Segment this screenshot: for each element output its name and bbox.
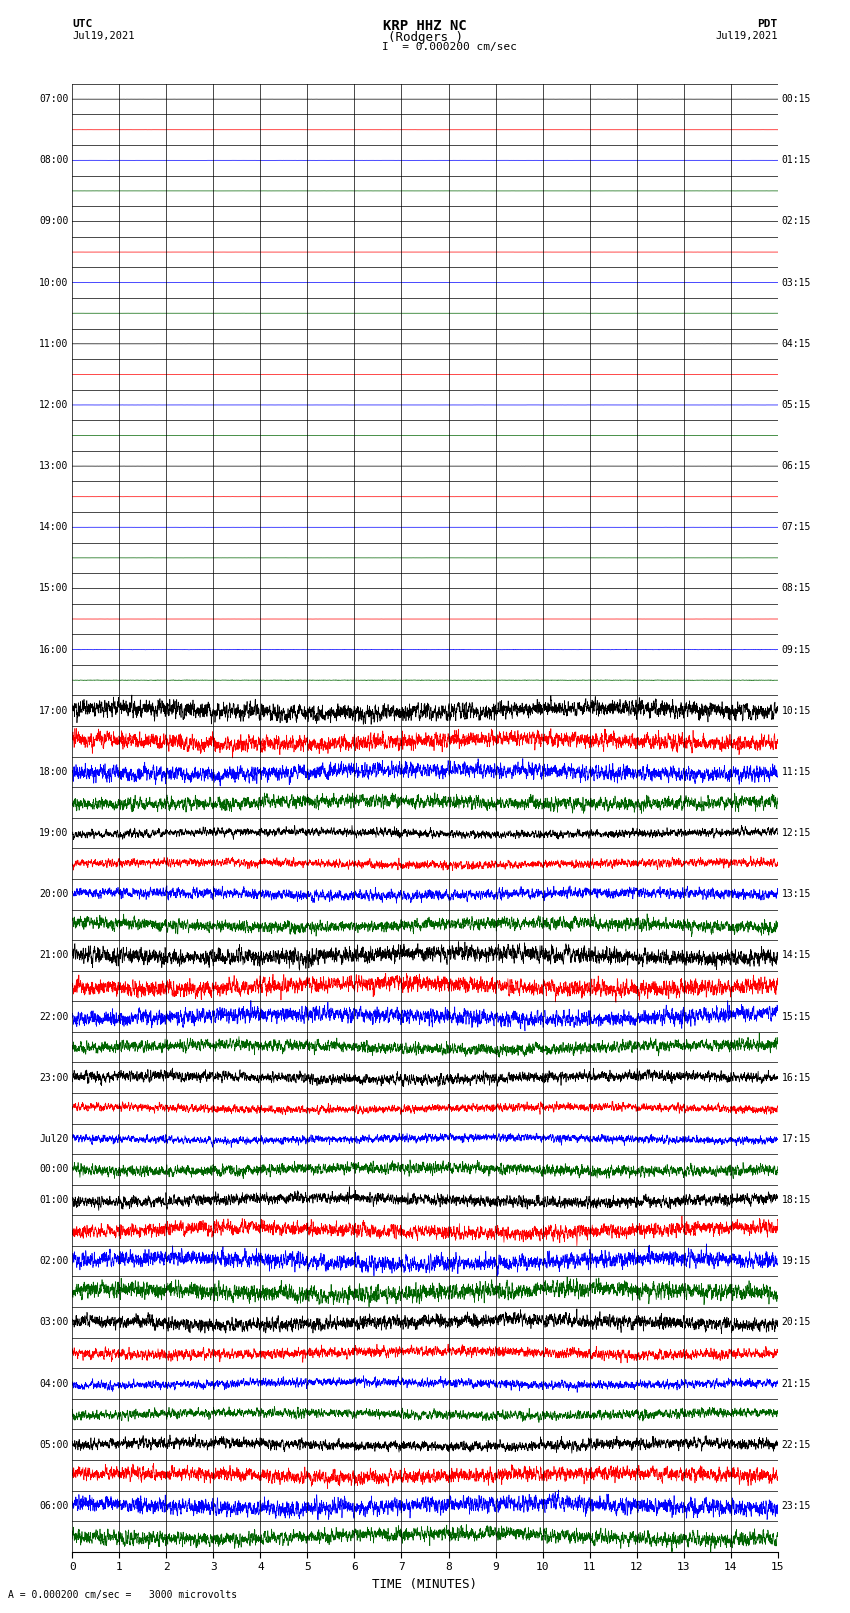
Text: 10:15: 10:15 (781, 706, 811, 716)
Text: 10:00: 10:00 (39, 277, 69, 287)
Text: UTC: UTC (72, 18, 93, 29)
Text: 05:00: 05:00 (39, 1440, 69, 1450)
Text: 23:15: 23:15 (781, 1500, 811, 1511)
Text: 07:15: 07:15 (781, 523, 811, 532)
Text: 18:15: 18:15 (781, 1195, 811, 1205)
Text: PDT: PDT (757, 18, 778, 29)
Text: 22:00: 22:00 (39, 1011, 69, 1021)
Text: 13:00: 13:00 (39, 461, 69, 471)
Text: 04:00: 04:00 (39, 1379, 69, 1389)
Text: 12:15: 12:15 (781, 827, 811, 839)
Text: Jul20: Jul20 (39, 1134, 69, 1144)
Text: I  = 0.000200 cm/sec: I = 0.000200 cm/sec (382, 42, 518, 52)
Text: 07:00: 07:00 (39, 94, 69, 105)
Text: 08:15: 08:15 (781, 584, 811, 594)
Text: 19:15: 19:15 (781, 1257, 811, 1266)
Text: 09:15: 09:15 (781, 645, 811, 655)
Text: 21:15: 21:15 (781, 1379, 811, 1389)
Text: KRP HHZ NC: KRP HHZ NC (383, 18, 467, 32)
Text: 09:00: 09:00 (39, 216, 69, 226)
X-axis label: TIME (MINUTES): TIME (MINUTES) (372, 1578, 478, 1590)
Text: 19:00: 19:00 (39, 827, 69, 839)
Text: 22:15: 22:15 (781, 1440, 811, 1450)
Text: A = 0.000200 cm/sec =   3000 microvolts: A = 0.000200 cm/sec = 3000 microvolts (8, 1590, 238, 1600)
Text: 08:00: 08:00 (39, 155, 69, 165)
Text: 03:00: 03:00 (39, 1318, 69, 1327)
Text: 03:15: 03:15 (781, 277, 811, 287)
Text: 11:15: 11:15 (781, 766, 811, 777)
Text: 18:00: 18:00 (39, 766, 69, 777)
Text: 14:15: 14:15 (781, 950, 811, 960)
Text: 21:00: 21:00 (39, 950, 69, 960)
Text: 13:15: 13:15 (781, 889, 811, 898)
Text: 20:15: 20:15 (781, 1318, 811, 1327)
Text: 01:00: 01:00 (39, 1195, 69, 1205)
Text: (Rodgers ): (Rodgers ) (388, 31, 462, 44)
Text: 16:00: 16:00 (39, 645, 69, 655)
Text: 17:00: 17:00 (39, 706, 69, 716)
Text: 01:15: 01:15 (781, 155, 811, 165)
Text: 04:15: 04:15 (781, 339, 811, 348)
Text: 06:15: 06:15 (781, 461, 811, 471)
Text: 14:00: 14:00 (39, 523, 69, 532)
Text: Jul19,2021: Jul19,2021 (715, 31, 778, 40)
Text: Jul19,2021: Jul19,2021 (72, 31, 135, 40)
Text: 20:00: 20:00 (39, 889, 69, 898)
Text: 11:00: 11:00 (39, 339, 69, 348)
Text: 00:15: 00:15 (781, 94, 811, 105)
Text: 12:00: 12:00 (39, 400, 69, 410)
Text: 17:15: 17:15 (781, 1134, 811, 1144)
Text: 02:15: 02:15 (781, 216, 811, 226)
Text: 00:00: 00:00 (39, 1165, 69, 1174)
Text: 16:15: 16:15 (781, 1073, 811, 1082)
Text: 23:00: 23:00 (39, 1073, 69, 1082)
Text: 15:00: 15:00 (39, 584, 69, 594)
Text: 05:15: 05:15 (781, 400, 811, 410)
Text: 02:00: 02:00 (39, 1257, 69, 1266)
Text: 15:15: 15:15 (781, 1011, 811, 1021)
Text: 06:00: 06:00 (39, 1500, 69, 1511)
